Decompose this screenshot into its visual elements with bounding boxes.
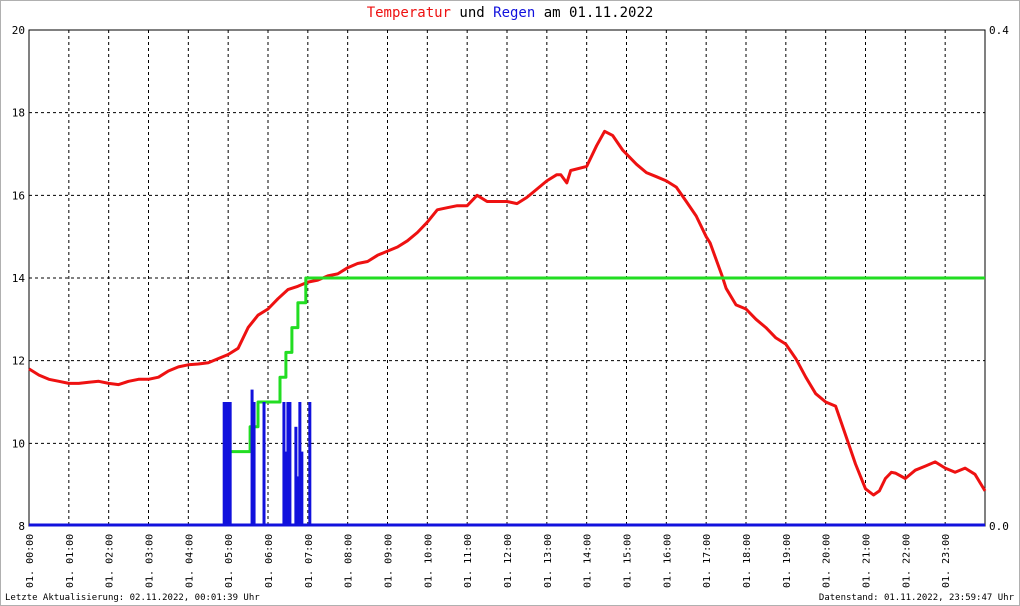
rain-bar: [224, 402, 228, 526]
rain-bar: [300, 451, 304, 526]
y-tick-label-left: 16: [12, 189, 25, 202]
rain-sum-line: [224, 276, 985, 526]
rain-bar: [296, 476, 300, 526]
x-tick-label: 01. 17:00: [702, 534, 713, 588]
x-tick-label: 01. 22:00: [901, 534, 912, 588]
rain-bar: [282, 402, 286, 526]
rain-bar: [294, 426, 298, 526]
rain-bar: [298, 402, 302, 526]
last-update-text: Letzte Aktualisierung: 02.11.2022, 00:01…: [5, 593, 260, 603]
x-tick-label: 01. 18:00: [742, 534, 753, 588]
y-tick-label-right: 0.0: [989, 520, 1009, 533]
x-tick-label: 01. 16:00: [662, 534, 673, 588]
y-tick-label-left: 18: [12, 107, 25, 120]
title-rain: Regen: [493, 5, 536, 21]
y-tick-label-left: 8: [18, 520, 25, 533]
title-temperature: Temperatur: [366, 5, 451, 21]
x-tick-label: 01. 03:00: [145, 534, 156, 588]
x-tick-label: 01. 13:00: [543, 534, 554, 588]
x-tick-label: 01. 11:00: [463, 534, 474, 588]
x-tick-label: 01. 21:00: [862, 534, 873, 588]
rain-bar: [308, 402, 312, 526]
rain-bar: [286, 402, 290, 526]
x-tick-label: 01. 08:00: [344, 534, 355, 588]
x-tick-label: 01. 01:00: [65, 534, 76, 588]
x-tick-label: 01. 20:00: [822, 534, 833, 588]
y-tick-label-left: 12: [12, 355, 25, 368]
x-tick-label: 01. 00:00: [25, 534, 36, 588]
y-tick-label-left: 20: [12, 24, 25, 37]
x-tick-label: 01. 06:00: [264, 534, 275, 588]
rain-bar: [228, 402, 232, 526]
x-tick-label: 01. 09:00: [384, 534, 395, 588]
x-tick-label: 01. 23:00: [941, 534, 952, 588]
x-tick-label: 01. 04:00: [184, 534, 195, 588]
x-tick-label: 01. 10:00: [423, 534, 434, 588]
x-tick-label: 01. 05:00: [224, 534, 235, 588]
temperature-line: [28, 129, 987, 497]
title-date: am 01.11.2022: [535, 5, 654, 21]
rain-bar: [250, 389, 254, 526]
y-tick-label-left: 10: [12, 437, 25, 450]
x-tick-label: 01. 14:00: [583, 534, 594, 588]
y-tick-label-right: 0.4: [989, 24, 1009, 37]
x-tick-label: 01. 02:00: [105, 534, 116, 588]
rain-bar: [288, 402, 292, 526]
x-tick-label: 01. 12:00: [503, 534, 514, 588]
rain-bar: [284, 451, 288, 526]
title-and: und: [450, 5, 494, 21]
rain-bar: [262, 402, 266, 526]
rain-bar: [226, 402, 230, 526]
chart-title: Temperatur und Regen am 01.11.2022: [0, 5, 1020, 21]
x-tick-label: 01. 07:00: [304, 534, 315, 588]
rain-bar: [252, 402, 256, 526]
y-tick-label-left: 14: [12, 272, 26, 285]
x-tick-label: 01. 15:00: [623, 534, 634, 588]
x-tick-label: 01. 19:00: [782, 534, 793, 588]
rain-bar: [222, 402, 226, 526]
data-state-text: Datenstand: 01.11.2022, 23:59:47 Uhr: [818, 593, 1014, 603]
